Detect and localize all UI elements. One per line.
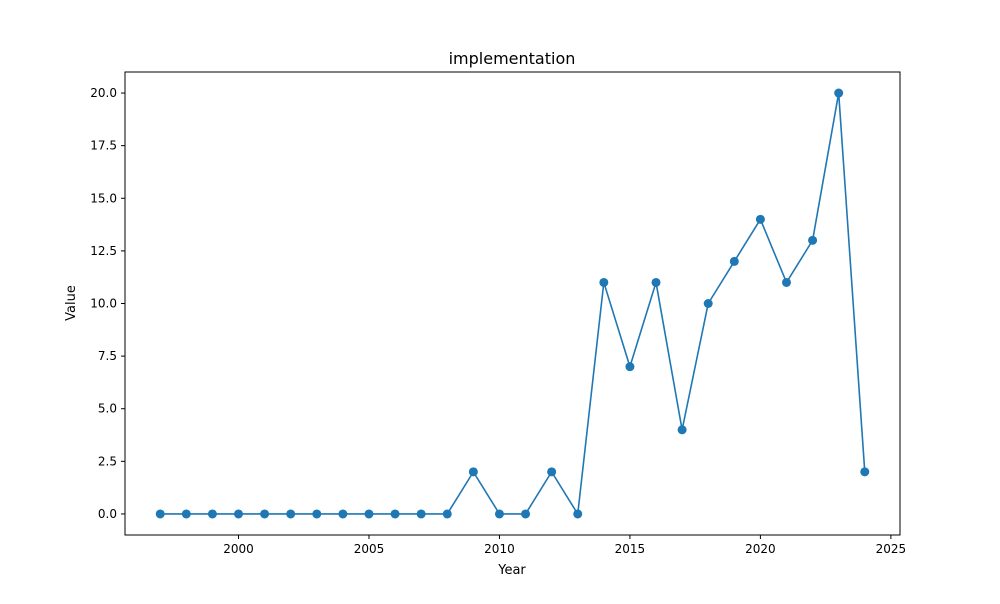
- x-tick-label: 2025: [876, 542, 907, 556]
- x-tick-label: 2005: [354, 542, 385, 556]
- data-point: [234, 509, 244, 519]
- series-line: [160, 92, 866, 515]
- data-point: [364, 509, 374, 519]
- data-point: [338, 509, 348, 519]
- x-axis-ticks: 2000 2005 2010 2015 2020 2025: [223, 535, 906, 556]
- y-tick-label: 10.0: [90, 297, 117, 311]
- plot-frame: [124, 71, 901, 536]
- data-point: [416, 509, 426, 519]
- data-point: [312, 509, 322, 519]
- data-point: [599, 277, 609, 287]
- data-point: [286, 509, 296, 519]
- y-tick-label: 17.5: [90, 139, 117, 153]
- x-tick-label: 2010: [484, 542, 515, 556]
- data-point: [651, 277, 661, 287]
- data-point: [468, 467, 478, 477]
- data-point: [155, 509, 165, 519]
- y-tick-label: 7.5: [98, 349, 117, 363]
- data-point: [260, 509, 270, 519]
- data-point: [521, 509, 531, 519]
- x-tick-label: 2000: [223, 542, 254, 556]
- series-layer: [155, 88, 870, 519]
- y-tick-label: 20.0: [90, 86, 117, 100]
- y-tick-label: 15.0: [90, 191, 117, 205]
- x-tick-label: 2015: [615, 542, 646, 556]
- data-point: [860, 467, 870, 477]
- y-tick-label: 2.5: [98, 454, 117, 468]
- data-point: [703, 299, 713, 308]
- chart-title: implementation: [449, 49, 576, 68]
- x-axis-label: Year: [497, 563, 526, 578]
- data-point: [729, 256, 739, 266]
- data-point: [781, 277, 791, 287]
- data-point: [442, 509, 452, 519]
- data-point: [207, 509, 217, 519]
- data-point: [625, 362, 635, 372]
- data-point: [547, 467, 557, 477]
- data-point: [755, 214, 765, 224]
- y-axis-label: Value: [64, 285, 79, 321]
- y-tick-label: 5.0: [98, 402, 117, 416]
- data-point: [677, 425, 687, 435]
- data-point: [834, 88, 844, 98]
- data-point: [181, 509, 191, 519]
- data-point: [390, 509, 400, 519]
- data-point: [808, 235, 818, 245]
- y-axis-ticks: 0.0 2.5 5.0 7.5 10.0 12.5 15.0 17.5 20.0: [90, 86, 125, 521]
- y-tick-label: 12.5: [90, 244, 117, 258]
- data-point: [573, 509, 583, 519]
- data-point: [494, 509, 504, 519]
- x-tick-label: 2020: [745, 542, 776, 556]
- y-tick-label: 0.0: [98, 507, 117, 521]
